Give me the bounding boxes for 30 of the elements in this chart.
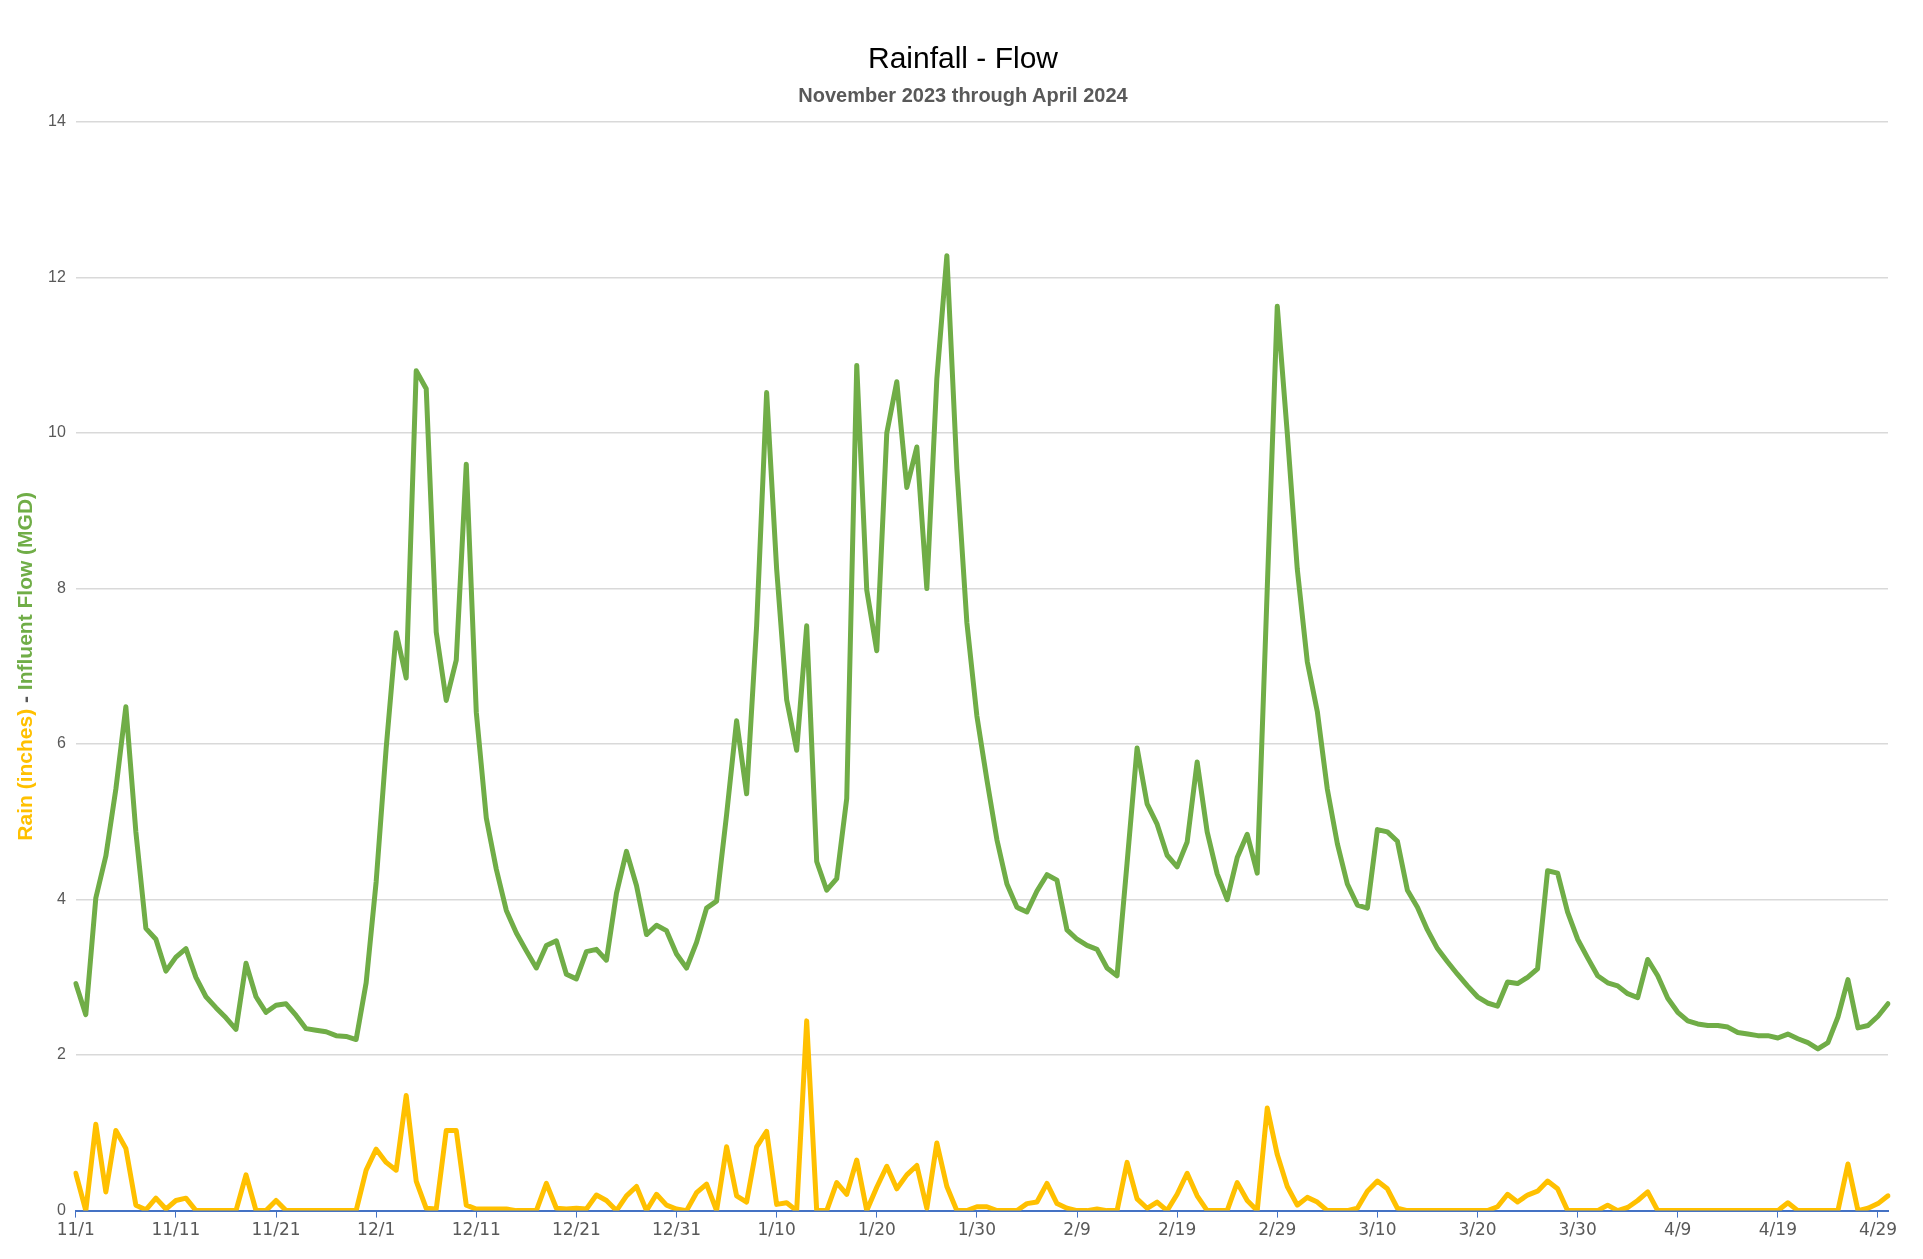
y-tick-label: 12 — [48, 267, 66, 285]
x-tick-label: 4/9 — [1664, 1219, 1692, 1240]
chart-title: Rainfall - Flow — [867, 41, 1059, 75]
x-tick-label: 12/11 — [451, 1219, 501, 1240]
y-axis-title: Rain (inches) - Influent Flow (MGD) — [12, 491, 36, 841]
x-tick-label: 3/10 — [1358, 1219, 1397, 1240]
x-tick-label: 12/1 — [357, 1219, 396, 1240]
x-tick-label: 1/30 — [957, 1219, 996, 1240]
x-tick-label: 11/1 — [56, 1219, 95, 1240]
x-tick-label: 4/19 — [1758, 1219, 1797, 1240]
y-tick-label: 4 — [56, 889, 66, 907]
y-tick-label: 14 — [48, 112, 66, 130]
y-tick-label: 10 — [48, 423, 66, 441]
chart-subtitle: November 2023 through April 2024 — [798, 83, 1129, 106]
x-tick-label: 2/19 — [1158, 1219, 1197, 1240]
x-tick-label: 2/9 — [1063, 1219, 1091, 1240]
y-tick-label: 2 — [56, 1045, 66, 1063]
x-tick-label: 4/29 — [1858, 1219, 1898, 1240]
x-tick-label: 11/21 — [251, 1219, 301, 1240]
y-tick-label: 0 — [56, 1201, 66, 1219]
y-tick-label: 6 — [56, 734, 66, 752]
x-tick-label: 1/10 — [757, 1219, 796, 1240]
x-tick-label: 12/31 — [652, 1219, 702, 1240]
y-tick-label: 8 — [56, 578, 66, 596]
x-tick-label: 2/29 — [1258, 1219, 1297, 1240]
x-tick-label: 3/20 — [1458, 1219, 1497, 1240]
x-tick-label: 12/21 — [551, 1219, 601, 1240]
x-tick-label: 3/30 — [1558, 1219, 1597, 1240]
x-tick-label: 1/20 — [857, 1219, 896, 1240]
x-tick-label: 11/11 — [151, 1219, 201, 1240]
